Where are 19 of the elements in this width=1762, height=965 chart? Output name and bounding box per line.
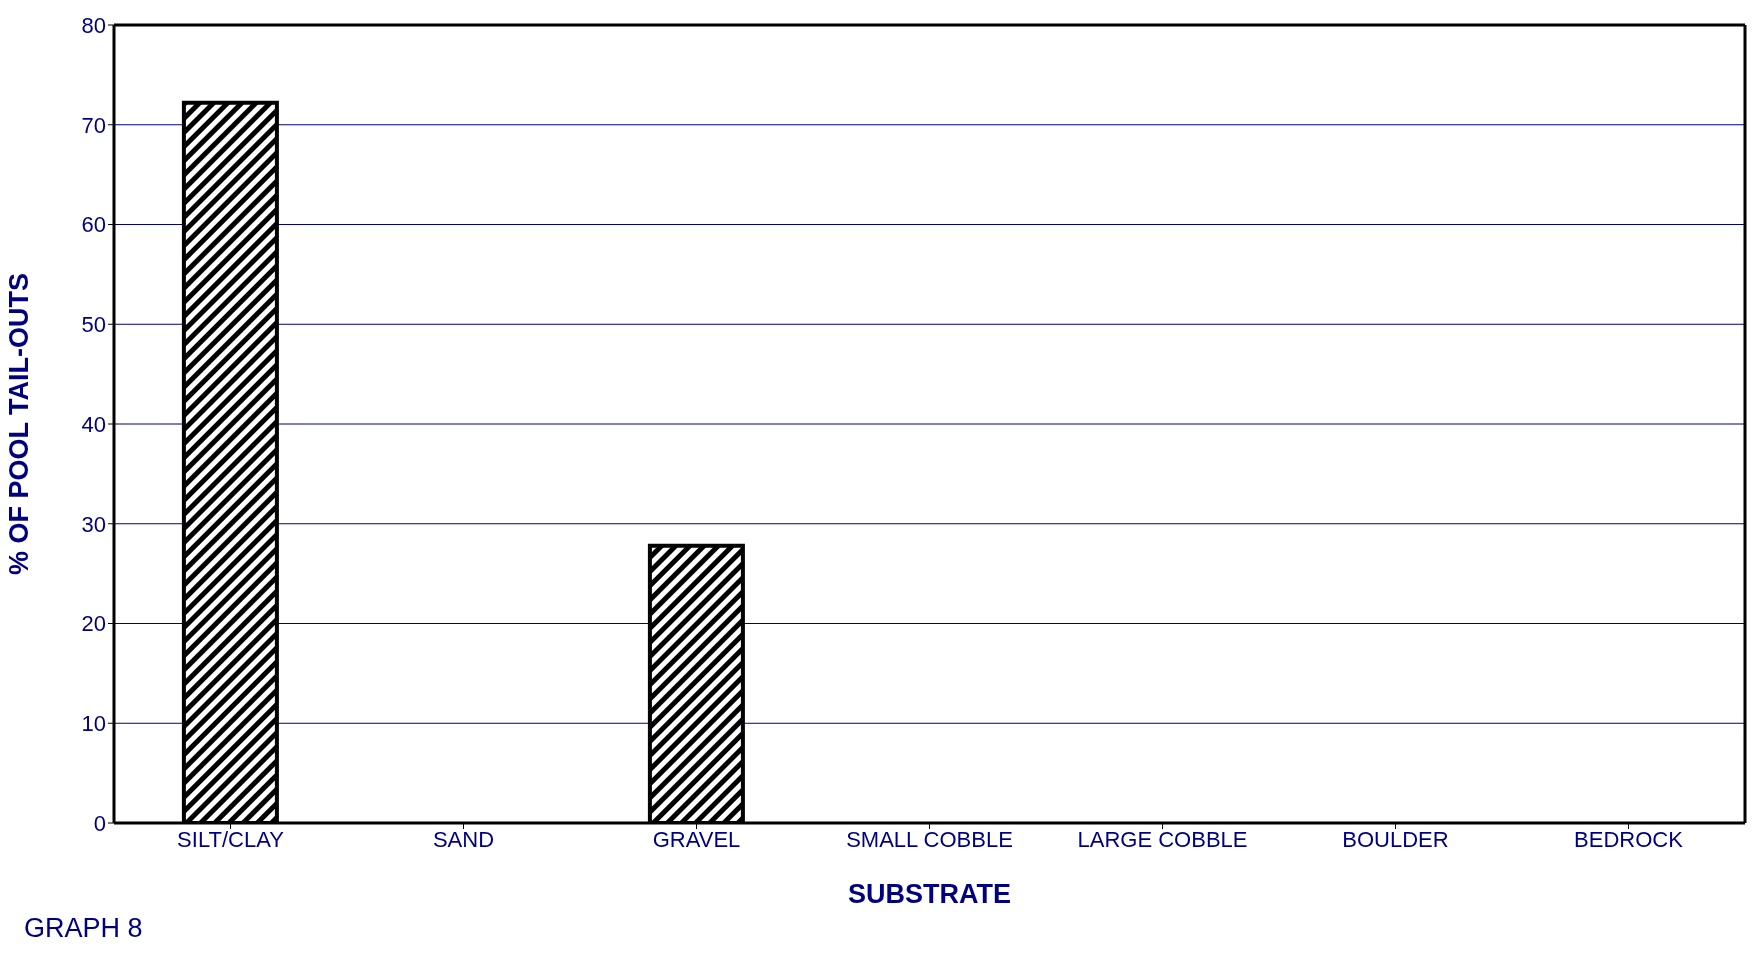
- y-tick-label: 20: [81, 611, 106, 637]
- caption: GRAPH 8: [24, 913, 144, 944]
- x-tick-label: SMALL COBBLE: [846, 826, 1013, 852]
- x-tick-label: LARGE COBBLE: [1077, 826, 1248, 852]
- y-tick-label: 60: [81, 212, 106, 238]
- y-tick-label: 10: [81, 711, 106, 737]
- y-axis-title: % OF POOL TAIL-OUTS: [3, 273, 34, 575]
- x-tick-label: GRAVEL: [652, 826, 741, 852]
- y-tick-label: 0: [93, 810, 106, 836]
- y-tick-label: 40: [81, 411, 106, 437]
- y-tick-label: 30: [81, 511, 106, 537]
- x-axis-title: SUBSTRATE: [847, 879, 1012, 909]
- x-tick-label: SAND: [432, 826, 495, 852]
- y-tick-label: 70: [81, 112, 106, 138]
- x-tick-label: BOULDER: [1342, 826, 1449, 852]
- x-tick-label: SILT/CLAY: [177, 826, 285, 852]
- y-tick-label: 50: [81, 312, 106, 338]
- y-tick-label: 80: [81, 12, 106, 38]
- x-tick-label: BEDROCK: [1574, 826, 1684, 852]
